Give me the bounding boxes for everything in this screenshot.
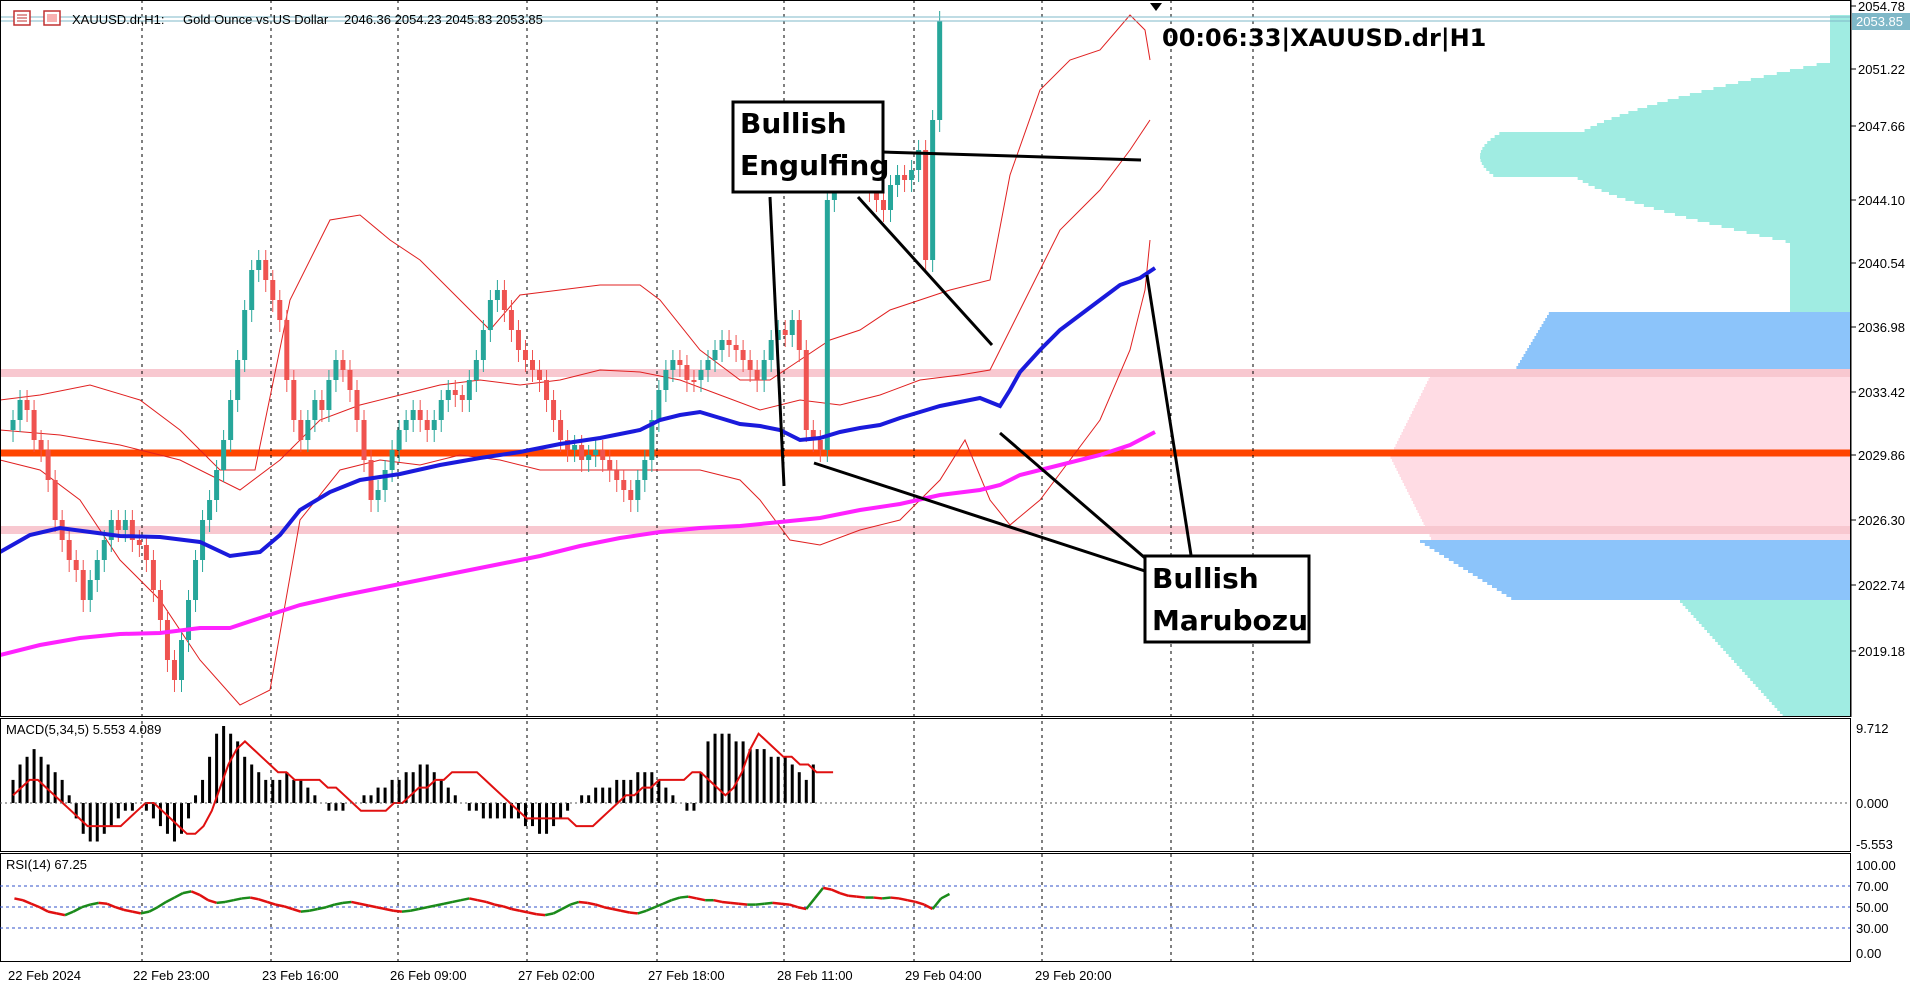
macd-tick-label: -5.553: [1856, 837, 1893, 852]
header-ohlc: 2046.36 2054.23 2045.83 2053.85: [344, 12, 543, 27]
engulfing-label-line2: Engulfing: [740, 149, 889, 182]
time-tick-label: 22 Feb 2024: [8, 968, 81, 981]
rsi-tick-label: 70.00: [1856, 879, 1889, 894]
rsi-axis: 100.00 70.00 50.00 30.00 0.00: [1856, 858, 1896, 961]
price-tick-label: 2040.54: [1858, 256, 1905, 271]
price-tick-label: 2054.78: [1858, 0, 1905, 14]
rsi-tick-label: 50.00: [1856, 900, 1889, 915]
current-price-label: 2053.85: [1856, 14, 1903, 29]
price-tick-label: 2026.30: [1858, 513, 1905, 528]
marubozu-label-line2: Marubozu: [1152, 604, 1308, 637]
time-axis[interactable]: 22 Feb 2024 22 Feb 23:00 23 Feb 16:00 26 Fe…: [8, 968, 1112, 981]
price-tick-label: 2033.42: [1858, 385, 1905, 400]
header-description: Gold Ounce vs US Dollar: [183, 12, 329, 27]
header-symbol: XAUUSD.dr,H1:: [72, 12, 164, 27]
current-price-tag: 2053.85: [1852, 13, 1910, 30]
price-tick-label: 2022.74: [1858, 578, 1905, 593]
resistance-zone: [0, 369, 1850, 377]
rsi-tick-label: 100.00: [1856, 858, 1896, 873]
rsi-label: RSI(14) 67.25: [6, 857, 87, 872]
engulfing-label-line1: Bullish: [740, 107, 847, 140]
time-tick-label: 22 Feb 23:00: [133, 968, 210, 981]
annotation-lines: [768, 150, 1193, 573]
slow-moving-average: [0, 430, 1156, 657]
macd-indicator: [11, 726, 834, 842]
timer-label: 00:06:33|XAUUSD.dr|H1: [1162, 24, 1486, 52]
time-tick-label: 28 Feb 11:00: [777, 968, 853, 981]
price-tick-label: 2036.98: [1858, 320, 1905, 335]
fast-moving-average: [0, 266, 1157, 559]
time-tick-label: 26 Feb 09:00: [390, 968, 467, 981]
volume-profile: [1390, 15, 1850, 717]
time-tick-label: 29 Feb 04:00: [905, 968, 982, 981]
candlesticks: [10, 11, 943, 692]
price-tick-label: 2047.66: [1858, 119, 1905, 134]
rsi-tick-label: 30.00: [1856, 921, 1889, 936]
marubozu-annotation: Bullish Marubozu: [1143, 554, 1311, 644]
price-tick-label: 2044.10: [1858, 193, 1905, 208]
support-zone: [0, 526, 1850, 534]
bollinger-bands: [0, 14, 1151, 706]
time-grid: [141, 0, 1254, 962]
macd-tick-label: 0.000: [1856, 796, 1889, 811]
macd-panel-border: [0, 718, 1851, 852]
time-tick-label: 27 Feb 02:00: [518, 968, 595, 981]
time-tick-label: 29 Feb 20:00: [1035, 968, 1112, 981]
macd-axis: 9.712 0.000 -5.553: [1856, 721, 1893, 852]
price-tick-label: 2051.22: [1858, 62, 1905, 77]
rsi-tick-label: 0.00: [1856, 946, 1881, 961]
chart-header: XAUUSD.dr,H1: Gold Ounce vs US Dollar 20…: [13, 10, 543, 27]
price-tick-label: 2029.86: [1858, 448, 1905, 463]
rsi-line: [14, 886, 951, 917]
price-tick-label: 2019.18: [1858, 644, 1905, 659]
engulfing-annotation: Bullish Engulfing: [731, 100, 889, 194]
marubozu-label-line1: Bullish: [1152, 562, 1259, 595]
current-bar-marker-icon: [1150, 3, 1162, 11]
time-tick-label: 27 Feb 18:00: [648, 968, 725, 981]
price-axis[interactable]: 2054.78 2051.22 2047.66 2044.10 2040.54 2036.…: [1850, 0, 1905, 717]
rsi-levels: [0, 885, 1850, 929]
macd-label: MACD(5,34,5) 5.553 4.089: [6, 722, 161, 737]
macd-tick-label: 9.712: [1856, 721, 1889, 736]
time-tick-label: 23 Feb 16:00: [262, 968, 339, 981]
